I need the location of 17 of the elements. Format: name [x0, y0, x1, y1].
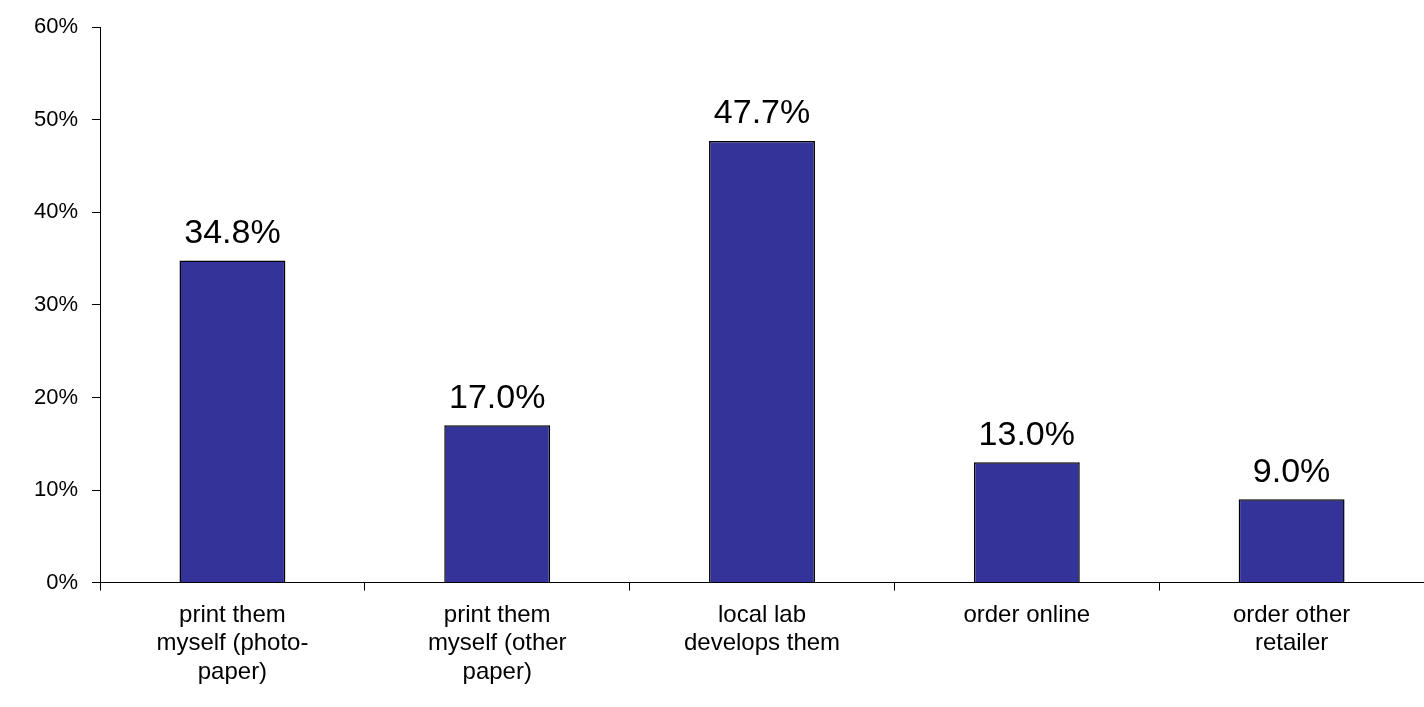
y-tick-label: 10%: [33, 476, 79, 502]
data-label: 9.0%: [1252, 450, 1331, 489]
y-tick-label: 20%: [33, 383, 79, 409]
data-label: 34.8%: [184, 211, 281, 250]
x-tick-label: order online: [963, 599, 1091, 627]
data-label: 17.0%: [449, 376, 546, 415]
y-tick-label: 0%: [46, 568, 79, 594]
y-tick-label: 30%: [33, 290, 79, 316]
x-tick-label: print them myself (other paper): [427, 599, 567, 685]
data-label: 13.0%: [978, 413, 1076, 452]
y-tick-label: 60%: [33, 13, 79, 39]
x-tick-label: local lab develops them: [683, 599, 841, 656]
y-tick-label: 40%: [33, 198, 79, 224]
y-tick-label: 50%: [33, 105, 79, 131]
data-label: 47.7%: [713, 92, 811, 131]
x-tick-label: order other retailer: [1232, 599, 1351, 656]
x-tick-label: print them myself (photo-paper): [156, 599, 309, 685]
